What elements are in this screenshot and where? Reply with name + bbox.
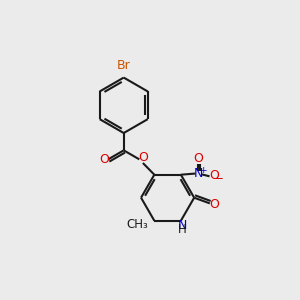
Text: CH₃: CH₃	[127, 218, 148, 231]
Text: N: N	[194, 167, 203, 180]
Text: O: O	[99, 153, 109, 166]
Text: H: H	[178, 223, 186, 236]
Text: O: O	[209, 198, 219, 211]
Text: N: N	[177, 219, 187, 232]
Text: Br: Br	[117, 59, 130, 72]
Text: O: O	[209, 169, 219, 182]
Text: −: −	[213, 172, 223, 185]
Text: O: O	[138, 151, 148, 164]
Text: O: O	[193, 152, 203, 165]
Text: +: +	[199, 166, 206, 175]
